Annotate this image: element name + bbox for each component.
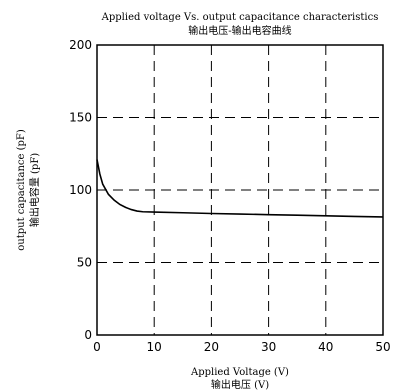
x-axis-label: Applied Voltage (V) <box>190 367 289 378</box>
y-tick-label: 50 <box>77 256 92 270</box>
x-tick-label: 30 <box>261 340 276 354</box>
y-tick-label: 0 <box>84 328 92 342</box>
chart-subtitle: 输出电压-输出电容曲线 <box>188 24 291 37</box>
capacitance-curve <box>96 159 384 218</box>
chart-title: Applied voltage Vs. output capacitance c… <box>101 12 379 23</box>
x-tick-label: 0 <box>93 340 101 354</box>
y-tick-label: 200 <box>69 38 92 52</box>
x-tick-label: 50 <box>375 340 390 354</box>
y-axis-label: output capacitance (pF) <box>16 129 27 251</box>
x-tick-label: 20 <box>204 340 219 354</box>
tick-labels: 0 10 20 30 40 50 0 50 100 150 200 <box>69 38 391 354</box>
x-tick-label: 10 <box>147 340 162 354</box>
x-tick-label: 40 <box>318 340 333 354</box>
x-axis-label-sub: 输出电压 (V) <box>211 378 269 391</box>
y-axis-label-sub: 输出电容量 (pF) <box>28 153 41 227</box>
grid-lines <box>97 45 383 335</box>
y-tick-label: 150 <box>69 111 92 125</box>
y-tick-label: 100 <box>69 183 92 197</box>
